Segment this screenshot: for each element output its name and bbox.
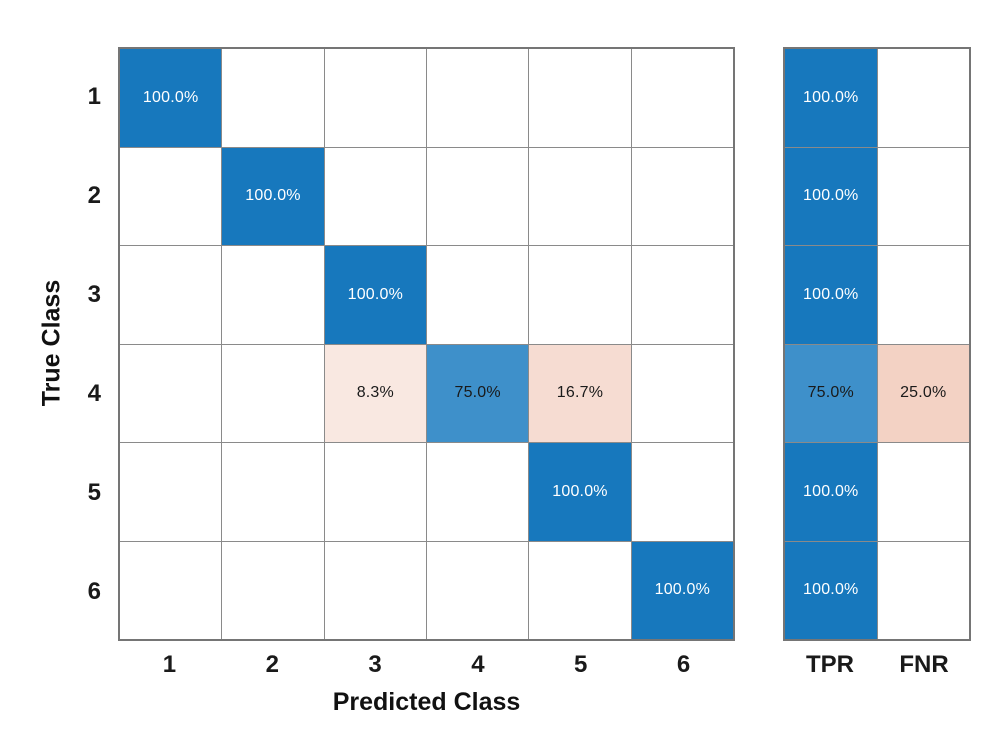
matrix-cell — [631, 147, 733, 245]
x-tick-label: 5 — [574, 651, 588, 678]
y-tick-label: 6 — [87, 577, 101, 605]
y-tick-label: 2 — [87, 181, 101, 209]
matrix-cell — [529, 541, 631, 639]
matrix-cell — [222, 344, 324, 442]
summary-cell: 100.0% — [785, 49, 877, 147]
matrix-cell — [222, 246, 324, 344]
y-tick-label: 1 — [87, 82, 101, 110]
summary-cell: 75.0% — [785, 344, 877, 442]
matrix-cell — [529, 147, 631, 245]
matrix-cell: 100.0% — [120, 49, 222, 147]
matrix-cell — [427, 147, 529, 245]
matrix-cell — [427, 49, 529, 147]
matrix-cell — [324, 443, 426, 541]
summary-tick-label: TPR — [806, 651, 854, 678]
matrix-cell — [631, 49, 733, 147]
matrix-cell — [120, 541, 222, 639]
summary-cell — [877, 541, 969, 639]
matrix-cell: 100.0% — [529, 443, 631, 541]
summary-cell — [877, 443, 969, 541]
x-tick-label: 1 — [162, 651, 177, 678]
x-tick-label: 2 — [265, 651, 279, 678]
x-tick-label: 3 — [368, 651, 382, 678]
summary-cell — [877, 147, 969, 245]
matrix-cell — [222, 443, 324, 541]
summary-cell: 100.0% — [785, 246, 877, 344]
y-axis-ticks: 1 2 3 4 5 6 — [40, 47, 103, 641]
matrix-cell — [427, 246, 529, 344]
matrix-cell — [222, 49, 324, 147]
y-tick-label: 4 — [87, 379, 101, 407]
matrix-cell — [631, 443, 733, 541]
tpr-fnr-summary-grid: 100.0% 100.0% 100.0% 75.0% 25.0% 100.0% 100.0% — [783, 47, 971, 641]
x-tick-label: 4 — [471, 651, 485, 678]
matrix-cell: 75.0% — [427, 344, 529, 442]
y-tick-label: 5 — [87, 478, 101, 506]
summary-cell — [877, 49, 969, 147]
matrix-cell — [427, 443, 529, 541]
y-tick-label: 3 — [87, 280, 101, 308]
matrix-cell — [529, 49, 631, 147]
summary-cell: 25.0% — [877, 344, 969, 442]
x-axis-ticks: 1 2 3 4 5 6 — [118, 648, 735, 682]
matrix-cell: 8.3% — [324, 344, 426, 442]
confusion-matrix-grid: 100.0% 100.0% 100.0% 8.3% 75.0% 16.7% 100.0% 10… — [118, 47, 735, 641]
matrix-cell — [324, 49, 426, 147]
matrix-cell — [529, 246, 631, 344]
matrix-cell — [324, 541, 426, 639]
matrix-cell — [324, 147, 426, 245]
matrix-cell: 16.7% — [529, 344, 631, 442]
summary-cell: 100.0% — [785, 443, 877, 541]
matrix-cell — [120, 147, 222, 245]
summary-cell — [877, 246, 969, 344]
matrix-cell — [427, 541, 529, 639]
matrix-cell — [120, 344, 222, 442]
matrix-cell — [631, 246, 733, 344]
summary-axis-ticks: TPR FNR — [783, 648, 971, 682]
matrix-cell — [631, 344, 733, 442]
matrix-cell — [222, 541, 324, 639]
matrix-cell: 100.0% — [222, 147, 324, 245]
x-axis-title: Predicted Class — [332, 688, 521, 716]
matrix-cell: 100.0% — [324, 246, 426, 344]
summary-cell: 100.0% — [785, 541, 877, 639]
summary-cell: 100.0% — [785, 147, 877, 245]
summary-tick-label: FNR — [899, 651, 949, 678]
matrix-cell: 100.0% — [631, 541, 733, 639]
matrix-cell — [120, 246, 222, 344]
x-tick-label: 6 — [676, 651, 691, 678]
matrix-cell — [120, 443, 222, 541]
